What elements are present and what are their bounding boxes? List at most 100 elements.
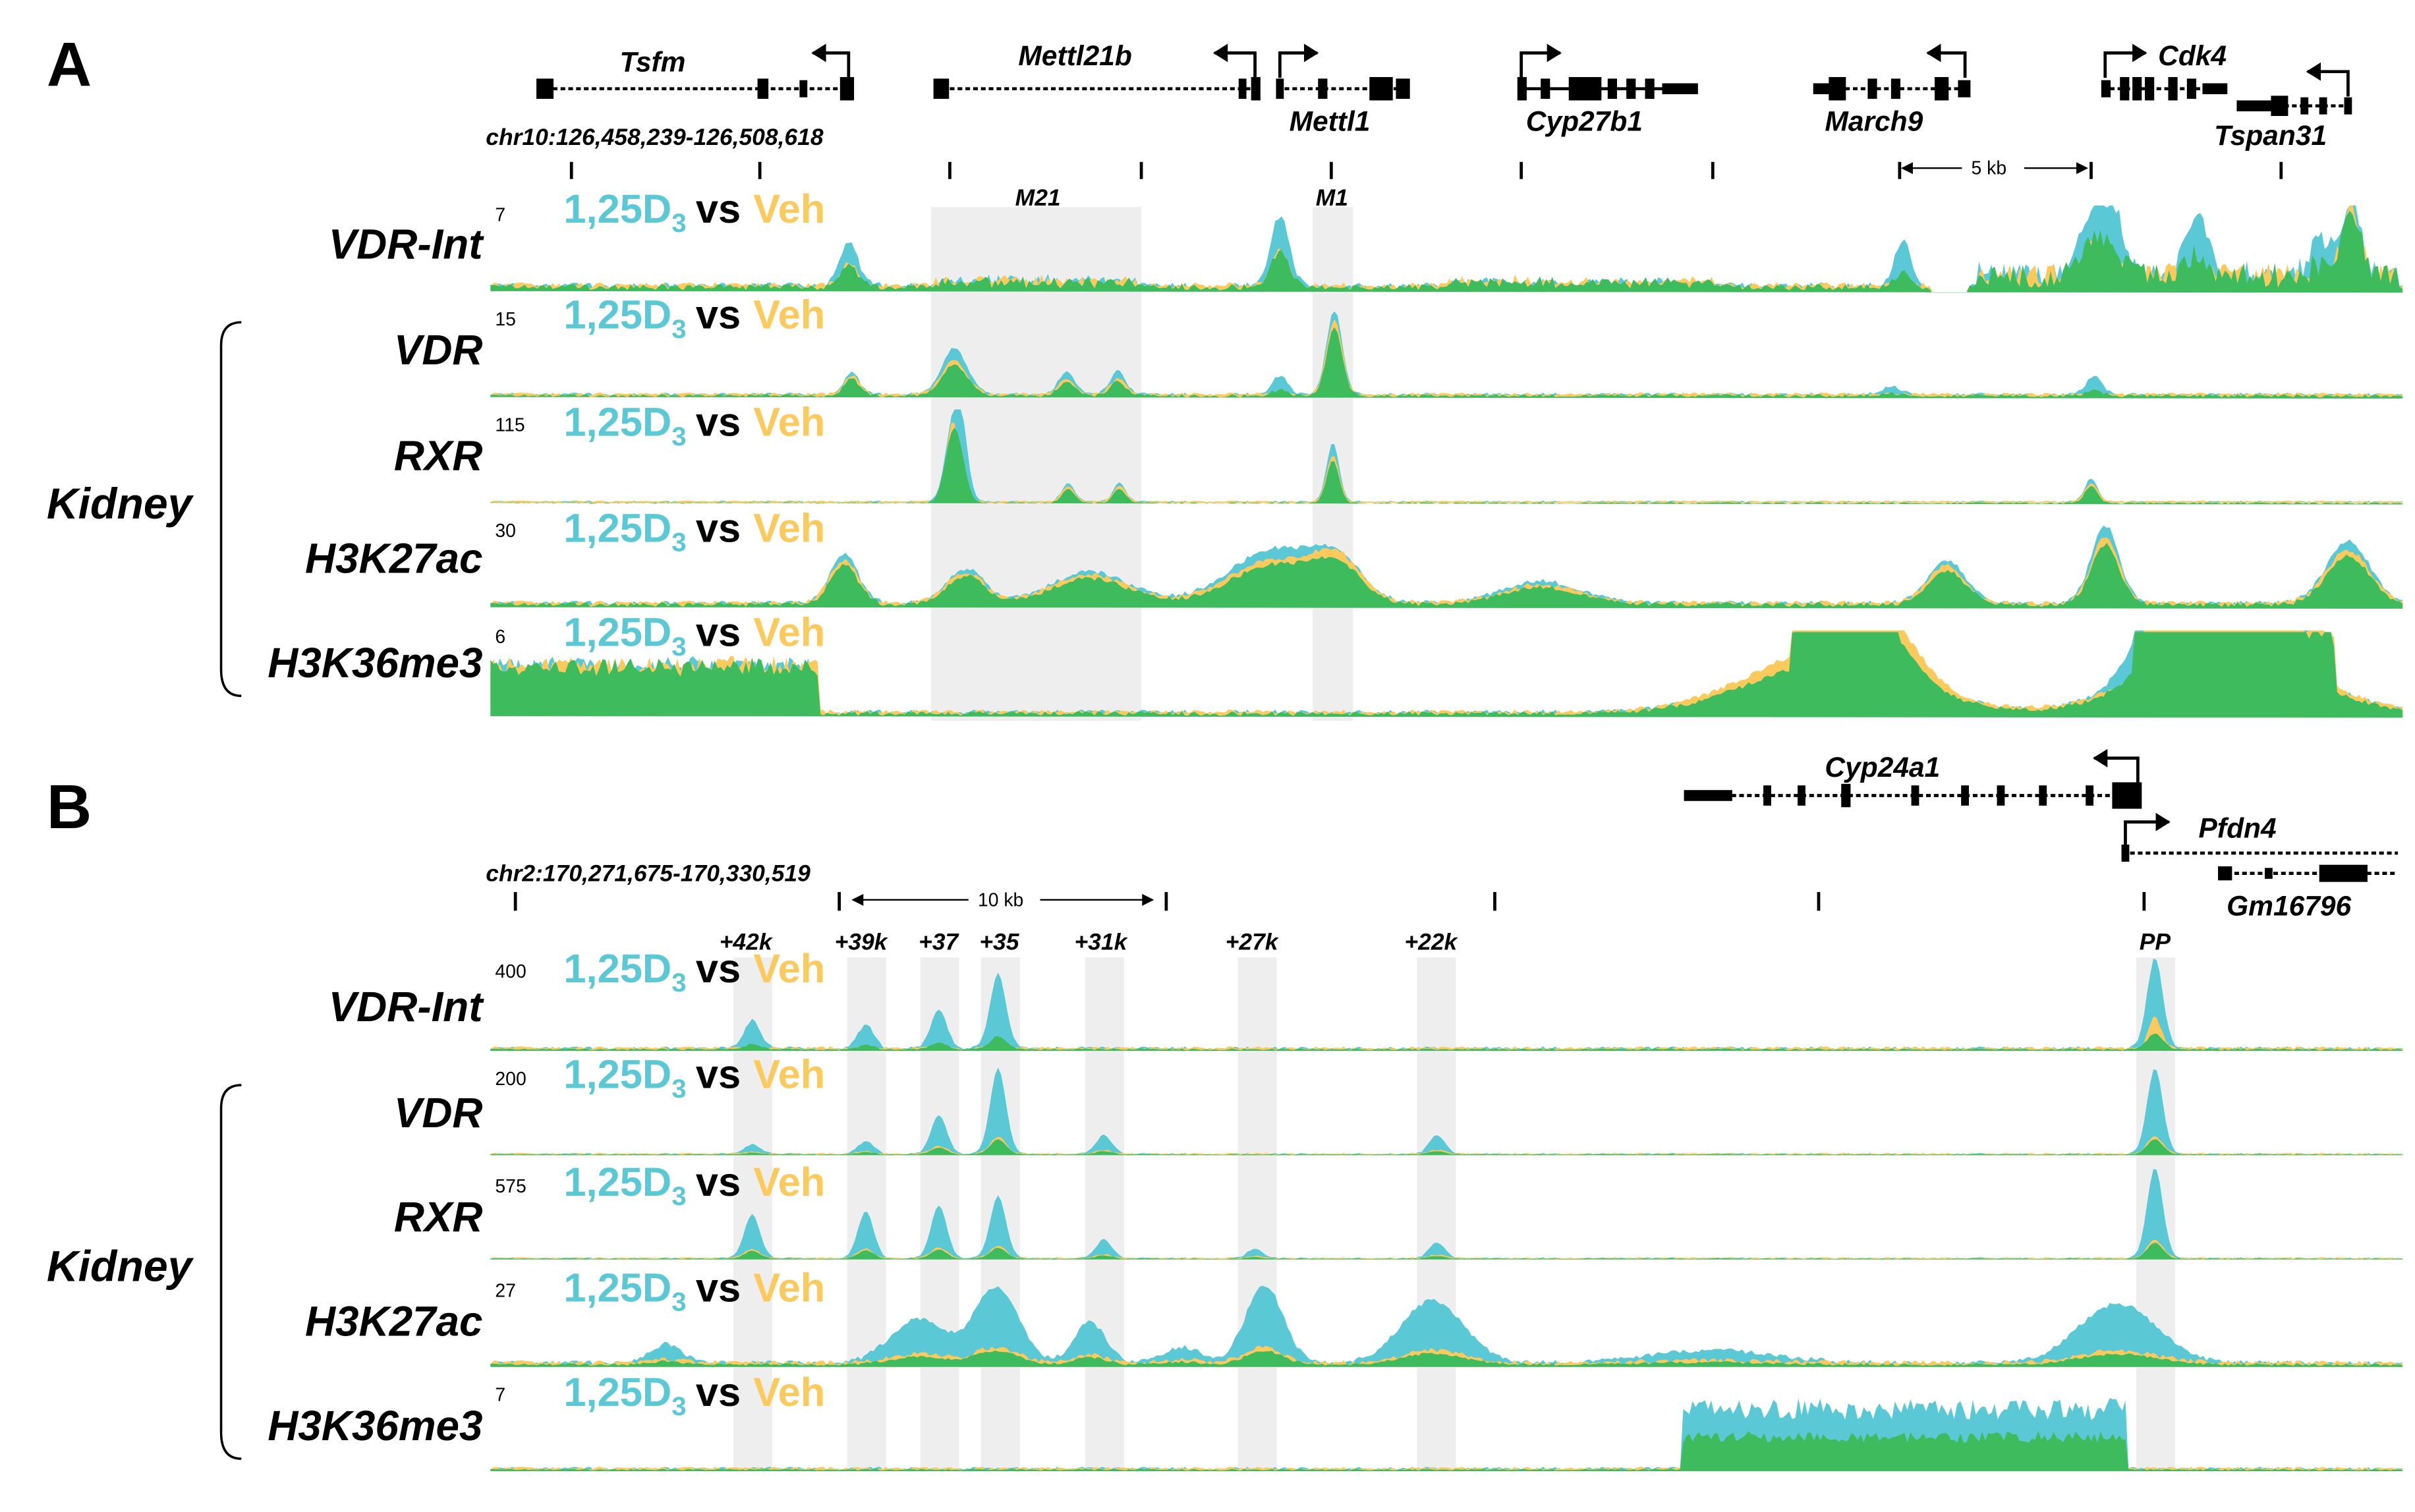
track-name: VDR-Int [329,220,485,267]
axis-ticks-a [569,161,2283,179]
vs-label: vs [696,1052,741,1098]
track-name: RXR [394,432,483,480]
vehicle-label: Veh [753,186,825,232]
region-label-35: +35 [979,928,1019,955]
axis-ticks-b [513,891,2146,911]
treated-label: 1,25D [563,400,671,445]
gene-label-cyp27b1: Cyp27b1 [1526,105,1643,137]
track-b-rxr: RXR 575 1,25D3 vs Veh [394,1160,2403,1260]
gene-label-cyp24a1: Cyp24a1 [1825,752,1940,783]
signal-overlap [490,1431,2403,1472]
track-name: H3K27ac [305,1297,483,1345]
track-b-vdr: VDR 200 1,25D3 vs Veh [394,1052,2403,1156]
region-label-39k: +39k [835,928,889,955]
signal-treated [490,311,2403,397]
signal-treated [490,1285,2403,1367]
vs-label: vs [696,400,741,445]
scale-label-a: 5 kb [1972,158,2007,179]
track-b-h3k27ac: H3K27ac 27 1,25D3 vs Veh [305,1265,2403,1367]
treated-subscript: 3 [671,1391,686,1421]
gene-label-mettl1: Mettl1 [1290,105,1371,137]
panel-label-b: B [47,772,92,842]
gene-label-pfdn4: Pfdn4 [2199,812,2277,844]
treated-subscript: 3 [671,632,686,661]
panel-label-a: A [47,30,92,99]
signal-treated [490,409,2403,503]
treated-label: 1,25D [563,1370,671,1415]
track-a-h3k27ac: H3K27ac 30 1,25D3 vs Veh [305,505,2403,609]
treated-subscript: 3 [671,968,686,997]
signal-overlap [490,1350,2403,1367]
track-max: 6 [495,627,505,648]
region-label-m21: M21 [1015,184,1061,211]
treated-subscript: 3 [671,1074,686,1104]
signal-overlap [490,327,2403,399]
region-label-27k: +27k [1226,928,1280,955]
track-name: VDR-Int [329,983,485,1030]
vs-label: vs [696,1370,741,1415]
region-label-m1: M1 [1316,184,1348,211]
track-name: VDR [394,1089,483,1136]
region-label-pp: PP [2140,928,2171,955]
region-label-37: +37 [919,928,959,955]
treated-label: 1,25D [563,293,671,338]
gene-label-tspan31: Tspan31 [2214,120,2327,152]
treated-subscript: 3 [671,208,686,238]
vehicle-label: Veh [753,610,825,656]
group-label-kidney-b: Kidney [47,1243,194,1291]
gene-label-cdk4: Cdk4 [2158,40,2227,72]
gene-label-march9: March9 [1825,105,1923,137]
signal-overlap [490,1033,2403,1051]
treated-subscript: 3 [671,422,686,451]
track-name: H3K36me3 [268,1402,482,1449]
vehicle-label: Veh [753,946,825,992]
vs-label: vs [696,505,741,551]
track-a-h3k36me3: H3K36me3 6 1,25D3 vs Veh [268,610,2403,718]
gene-track-a [536,43,2352,117]
track-a-rxr: RXR 115 1,25D3 vs Veh [394,400,2403,505]
treated-label: 1,25D [563,1265,671,1310]
region-label-31k: +31k [1074,928,1128,955]
vs-label: vs [696,1265,741,1310]
signal-overlap [490,428,2403,505]
track-max: 200 [495,1069,526,1090]
vehicle-label: Veh [753,505,825,551]
vehicle-label: Veh [753,1265,825,1310]
region-label-22k: +22k [1404,928,1458,955]
track-a-vdr: VDR 15 1,25D3 vs Veh [394,293,2403,399]
treated-subscript: 3 [671,528,686,557]
signal-vehicle [490,319,2403,397]
scale-bar-a [1900,162,2089,175]
vs-label: vs [696,186,741,232]
track-max: 7 [495,205,505,226]
gene-label-tsfm: Tsfm [619,47,685,78]
kidney-bracket-b [219,1084,242,1460]
track-b-h3k36me3: H3K36me3 7 1,25D3 vs Veh [268,1370,2403,1472]
track-max: 27 [495,1280,516,1301]
gene-label-gm16796: Gm16796 [2227,890,2351,922]
treated-subscript: 3 [671,1181,686,1211]
track-max: 115 [495,415,525,436]
track-max: 15 [495,309,516,330]
track-name: RXR [394,1193,483,1241]
vs-label: vs [696,946,741,992]
vehicle-label: Veh [753,293,825,338]
track-b-vdr-int: VDR-Int 400 1,25D3 vs Veh [329,946,2403,1051]
vehicle-label: Veh [753,1160,825,1205]
track-max: 7 [495,1385,505,1406]
kidney-bracket-a [219,321,242,698]
track-name: H3K27ac [305,535,483,582]
signal-overlap [490,632,2403,718]
signal-vehicle [490,1017,2403,1051]
vehicle-label: Veh [753,1370,825,1415]
treated-label: 1,25D [563,186,671,232]
signal-overlap [490,210,2403,293]
